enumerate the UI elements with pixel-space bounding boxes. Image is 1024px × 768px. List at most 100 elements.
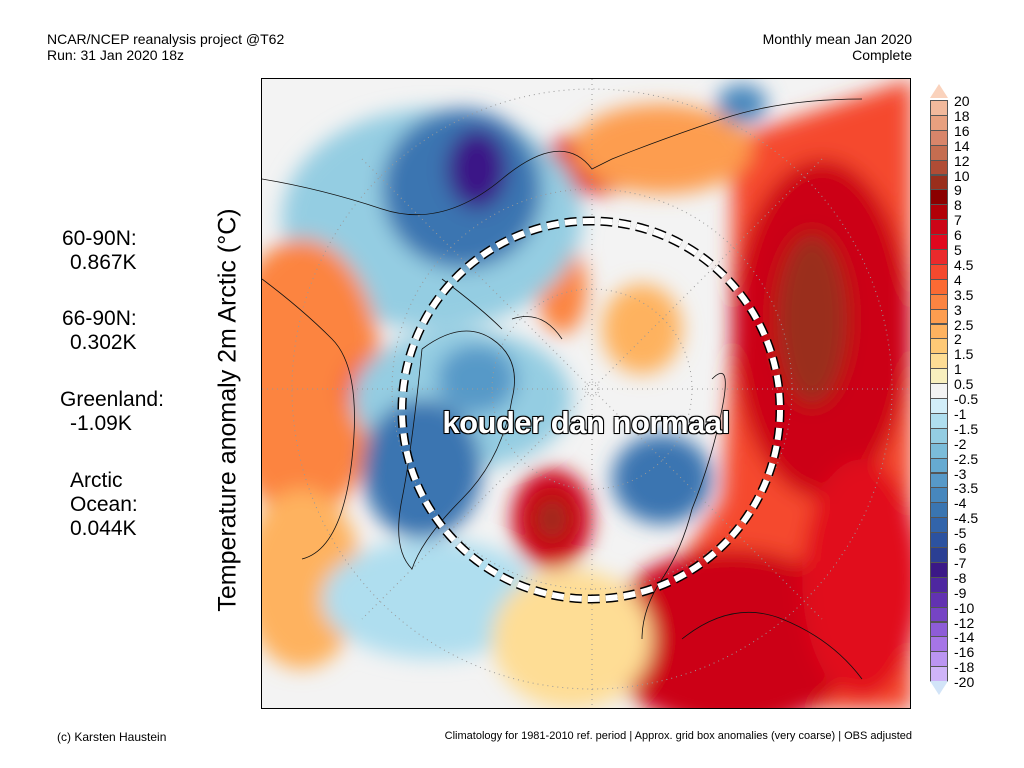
colorbar-tick-label: 1	[954, 361, 962, 378]
colorbar-tick-label: 3	[954, 301, 962, 318]
colorbar-tick-label: -3	[954, 465, 967, 482]
y-axis-label: Temperature anomaly 2m Arctic (°C)	[213, 208, 242, 612]
colorbar-tick-label: -3.5	[954, 480, 979, 497]
header-left: NCAR/NCEP reanalysis project @T62 Run: 3…	[47, 31, 284, 63]
colorbar-tick-label: 4	[954, 271, 962, 288]
colorbar-swatch	[930, 442, 948, 459]
colorbar-tick-label: -6	[954, 540, 967, 556]
colorbar-tick-label: -20	[954, 674, 975, 691]
completeness-status: Complete	[852, 47, 912, 63]
colorbar-tick-label: 4.5	[954, 256, 974, 273]
map-annotation-text: kouder dan normaal	[442, 404, 731, 440]
colorbar-tick-label: -10	[954, 599, 975, 616]
colorbar-tick-label: 8	[954, 197, 962, 214]
colorbar-tick-label: 14	[954, 137, 970, 154]
colorbar-swatch	[930, 666, 948, 683]
colorbar-legend: 20 18 16 14 12 10 9 8 7 6 5 4.5 4 3.5 3 2.5 2 1.5 1 0.5 -0.5…	[930, 84, 1020, 708]
colorbar-tick-label: -5	[954, 525, 967, 542]
colorbar-tick-label: -9	[954, 584, 967, 601]
colorbar-tick-label: 1.5	[954, 346, 974, 363]
colorbar-tick-label: 3.5	[954, 286, 974, 303]
run-time: Run: 31 Jan 2020 18z	[47, 47, 184, 63]
arctic-circle-dashes	[399, 218, 783, 602]
colorbar-swatch	[930, 189, 948, 206]
colorbar-swatch	[930, 427, 948, 444]
colorbar-swatch	[930, 144, 948, 161]
colorbar-swatch	[930, 323, 948, 340]
colorbar-tick-label: 2.5	[954, 316, 974, 333]
stat-label: 60-90N:	[62, 227, 137, 250]
colorbar-tick-label: -2.5	[954, 450, 979, 467]
colorbar-swatch	[930, 487, 948, 504]
colorbar-swatch	[930, 412, 948, 429]
colorbar-swatch	[930, 278, 948, 295]
north-pole-marker	[584, 381, 600, 397]
colorbar-swatch	[930, 576, 948, 593]
stat-label: Arctic	[70, 469, 123, 492]
period-title: Monthly mean Jan 2020	[762, 31, 912, 47]
colorbar-swatch	[930, 472, 948, 489]
colorbar-swatch	[930, 129, 948, 146]
anomaly-map: kouder dan normaal	[261, 78, 911, 709]
colorbar-swatch	[930, 174, 948, 191]
colorbar-swatch	[930, 293, 948, 310]
colorbar-tick-label: 9	[954, 182, 962, 199]
header-right: Monthly mean Jan 2020 Complete	[763, 31, 912, 63]
colorbar-tick-label: -16	[954, 644, 975, 661]
stat-66-90n: 66-90N: 0.302K	[62, 307, 137, 355]
colorbar-tick-label: -1	[954, 405, 967, 422]
stat-label: Greenland:	[60, 388, 164, 411]
colorbar-swatch	[930, 353, 948, 370]
stat-value: -1.09K	[70, 412, 132, 435]
colorbar-swatch	[930, 591, 948, 608]
colorbar-swatch	[930, 502, 948, 519]
colorbar-swatch	[930, 547, 948, 563]
colorbar-swatch	[930, 368, 948, 385]
colorbar-tick-label: -4.5	[954, 510, 979, 527]
colorbar-swatch	[930, 159, 948, 176]
colorbar-tick-label: -8	[954, 569, 967, 586]
colorbar-swatch	[930, 308, 948, 325]
stat-value: 0.867K	[70, 251, 137, 274]
colorbar-tick-label: 6	[954, 227, 962, 244]
colorbar-tick-label: -4	[954, 495, 967, 512]
colorbar-swatch	[930, 398, 948, 414]
stat-value: 0.302K	[70, 331, 137, 354]
stat-greenland: Greenland: -1.09K	[60, 388, 164, 436]
colorbar-tick-label: 12	[954, 152, 970, 169]
colorbar-swatch	[930, 114, 948, 131]
footer-note: Climatology for 1981-2010 ref. period | …	[444, 730, 912, 742]
colorbar-swatch	[930, 383, 948, 399]
colorbar-tick-label: 0.5	[954, 376, 974, 393]
colorbar-tick-label: -18	[954, 659, 975, 676]
colorbar-tick-label: 5	[954, 242, 962, 258]
colorbar-tick-label: 18	[954, 107, 970, 124]
colorbar-swatch	[930, 100, 948, 116]
colorbar-swatch	[930, 621, 948, 638]
colorbar-swatch	[930, 517, 948, 534]
colorbar-swatch	[930, 561, 948, 578]
colorbar-tick-label: 16	[954, 122, 970, 139]
colorbar-tick-label: -2	[954, 435, 967, 452]
colorbar-swatch	[930, 606, 948, 623]
colorbar-tick-label: 7	[954, 212, 962, 229]
colorbar-max-arrow	[930, 84, 948, 98]
colorbar-tick-label: -7	[954, 554, 967, 571]
colorbar-tick-label: -0.5	[954, 391, 979, 407]
colorbar-tick-label: -14	[954, 629, 975, 646]
colorbar-tick-label: 2	[954, 331, 962, 348]
stat-arctic-ocean: Arctic Ocean: 0.044K	[70, 469, 138, 541]
colorbar-swatch	[930, 636, 948, 653]
colorbar-tick-label: -1.5	[954, 420, 979, 437]
colorbar-swatch	[930, 651, 948, 668]
colorbar-tick-label: 20	[954, 93, 970, 109]
colorbar-swatch	[930, 204, 948, 221]
colorbar-min-arrow	[930, 681, 948, 696]
colorbar-tick-label: 10	[954, 167, 970, 184]
colorbar-swatch	[930, 234, 948, 250]
colorbar-swatch	[930, 219, 948, 236]
stat-label: 66-90N:	[62, 307, 137, 330]
colorbar-swatch	[930, 457, 948, 474]
colorbar-swatch	[930, 338, 948, 355]
colorbar-swatch	[930, 249, 948, 265]
